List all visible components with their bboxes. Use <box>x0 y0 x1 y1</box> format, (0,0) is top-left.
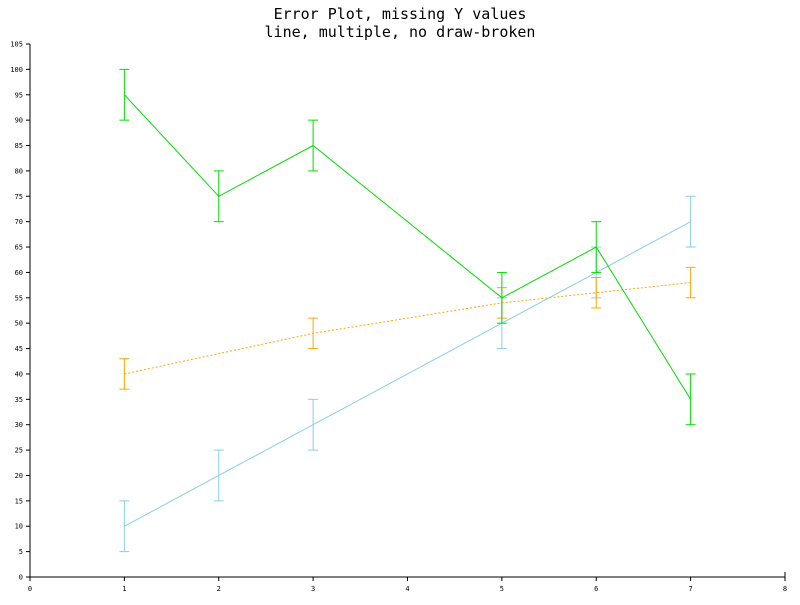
y-tick-label: 25 <box>15 447 23 455</box>
series-3 <box>119 68 696 426</box>
y-tick-label: 95 <box>15 91 23 99</box>
error-bar <box>119 500 130 553</box>
x-tick-label: 7 <box>689 585 693 593</box>
series-2 <box>119 266 696 390</box>
y-tick-label: 40 <box>15 370 23 378</box>
error-bar <box>213 449 224 502</box>
series-line <box>124 94 692 400</box>
series-line <box>124 282 691 375</box>
y-tick-label: 100 <box>10 66 23 74</box>
y-tick-label: 105 <box>10 41 23 49</box>
error-bar <box>685 266 696 299</box>
x-tick-label: 4 <box>405 585 409 593</box>
y-tick-label: 75 <box>15 193 23 201</box>
y-tick-label: 70 <box>15 218 23 226</box>
error-bar <box>308 398 319 451</box>
error-bar <box>591 221 602 273</box>
x-tick-label: 1 <box>122 585 126 593</box>
y-tick-label: 20 <box>15 472 23 480</box>
y-tick-label: 0 <box>19 574 23 582</box>
y-tick-label: 15 <box>15 497 23 505</box>
series-layer <box>119 68 696 553</box>
y-tick-label: 50 <box>15 320 23 328</box>
x-tick-label: 6 <box>594 585 598 593</box>
error-bar <box>308 317 319 350</box>
error-bar <box>213 170 224 223</box>
series-1 <box>119 195 696 553</box>
x-tick-label: 5 <box>500 585 504 593</box>
x-tick-label: 8 <box>783 585 787 593</box>
y-tick-label: 45 <box>15 345 23 353</box>
y-tick-label: 5 <box>19 548 23 556</box>
y-tick-label: 60 <box>15 269 23 277</box>
y-tick-label: 10 <box>15 523 23 531</box>
error-bar <box>496 271 507 324</box>
error-bar <box>591 277 602 309</box>
chart-title: Error Plot, missing Y values <box>274 5 527 23</box>
y-tick-label: 30 <box>15 421 23 429</box>
y-tick-label: 85 <box>15 142 23 150</box>
x-tick-label: 3 <box>311 585 315 593</box>
error-bar <box>119 358 130 390</box>
x-tick-label: 0 <box>28 585 32 593</box>
error-bar <box>119 68 130 121</box>
y-tick-label: 80 <box>15 167 23 175</box>
y-tick-label: 35 <box>15 396 23 404</box>
error-bar <box>308 119 319 172</box>
error-bar <box>685 373 696 426</box>
y-tick-label: 55 <box>15 294 23 302</box>
error-bar <box>685 195 696 248</box>
y-tick-label: 90 <box>15 117 23 125</box>
x-tick-label: 2 <box>217 585 221 593</box>
chart-subtitle: line, multiple, no draw-broken <box>265 23 536 41</box>
series-line <box>124 221 691 527</box>
y-tick-label: 65 <box>15 244 23 252</box>
axes: 0510152025303540455055606570758085909510… <box>10 41 787 594</box>
